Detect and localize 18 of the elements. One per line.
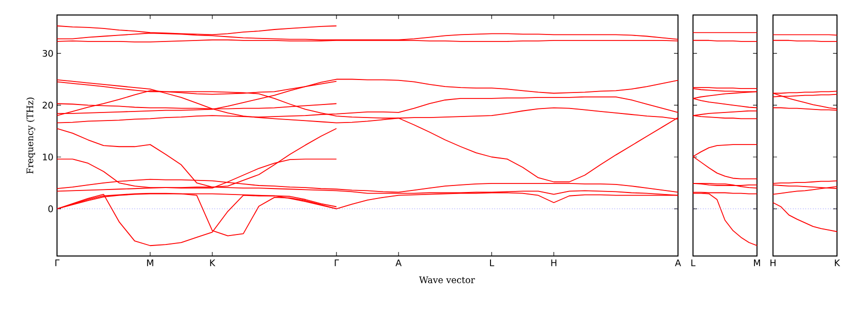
x-tick-label: Γ [55, 260, 60, 266]
y-tick-label: 10 [43, 154, 53, 160]
x-tick-label: M [147, 260, 154, 266]
y-tick-label: 0 [48, 205, 53, 212]
y-axis-title: Frequency (THz) [26, 98, 36, 174]
y-tick-label: 20 [42, 102, 53, 109]
x-tick-label: M [754, 260, 760, 266]
x-tick-label: L [490, 260, 494, 266]
x-tick-label: Γ [334, 260, 339, 266]
y-tick-label: 30 [42, 50, 53, 57]
x-tick-label: K [834, 260, 840, 266]
x-axis-title: Wave vector [419, 276, 475, 284]
x-tick-label: L [691, 260, 696, 266]
x-tick-label: H [551, 260, 556, 266]
x-tick-label: K [210, 260, 216, 266]
x-tick-label: A [674, 260, 681, 266]
x-tick-label: H [770, 260, 776, 266]
x-tick-label: A [396, 260, 402, 266]
